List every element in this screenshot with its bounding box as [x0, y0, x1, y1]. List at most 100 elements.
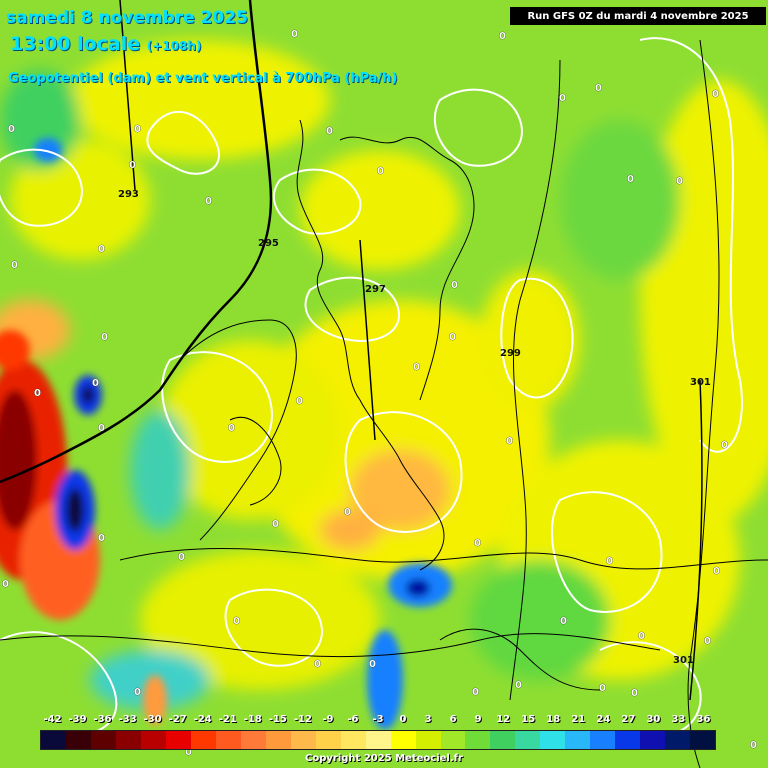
legend-value: 24	[596, 714, 611, 725]
velocity-label: 0	[606, 556, 613, 567]
forecast-lead: (+108h)	[146, 39, 202, 53]
legend-swatch	[690, 731, 716, 749]
velocity-label: 0	[2, 579, 9, 590]
legend-value: 18	[546, 714, 561, 725]
legend-value: -6	[347, 714, 359, 725]
legend-swatch	[115, 731, 141, 749]
legend-swatch	[565, 731, 591, 749]
velocity-label: 0	[704, 636, 711, 647]
legend-value: -36	[93, 714, 112, 725]
legend-swatch	[90, 731, 116, 749]
parameter-title: Geopotentiel (dam) et vent vertical à 70…	[8, 71, 398, 86]
velocity-label: 0	[515, 680, 522, 691]
velocity-label: 0	[98, 533, 105, 544]
legend-value: 21	[571, 714, 586, 725]
velocity-label: 0	[474, 538, 481, 549]
velocity-label: 0	[296, 396, 303, 407]
velocity-label: 0	[599, 683, 606, 694]
legend-swatch	[340, 731, 366, 749]
velocity-label: 0	[377, 166, 384, 177]
forecast-time: 13:00 locale (+108h)	[10, 33, 201, 55]
legend-swatch	[41, 731, 66, 749]
velocity-label: 0	[560, 616, 567, 627]
legend-swatch	[615, 731, 641, 749]
legend-value: 9	[474, 714, 482, 725]
run-info-text: Run GFS 0Z du mardi 4 novembre 2025	[527, 10, 749, 22]
legend-swatch	[290, 731, 316, 749]
legend-value: 36	[696, 714, 711, 725]
forecast-time-label: 13:00 locale	[10, 33, 141, 55]
velocity-label: 0	[8, 124, 15, 135]
velocity-label: 0	[344, 507, 351, 518]
velocity-label: 0	[369, 659, 376, 670]
copyright: Copyright 2025 Meteociel.fr	[305, 753, 463, 764]
velocity-label: 0	[291, 29, 298, 40]
velocity-label: 0	[499, 31, 506, 42]
velocity-label: 0	[750, 740, 757, 751]
velocity-label: 0	[134, 687, 141, 698]
legend-value: 3	[424, 714, 432, 725]
legend-swatch	[515, 731, 541, 749]
legend-value: -12	[293, 714, 312, 725]
velocity-label: 0	[314, 659, 321, 670]
velocity-label: 0	[451, 280, 458, 291]
velocity-label: 0	[98, 423, 105, 434]
legend-swatch	[315, 731, 341, 749]
legend-value: 12	[496, 714, 511, 725]
legend-value: -15	[268, 714, 287, 725]
legend-value: -9	[322, 714, 334, 725]
legend-swatch	[540, 731, 566, 749]
legend-swatch	[390, 731, 416, 749]
contour-label: 301	[673, 655, 694, 666]
color-scale-legend	[40, 730, 716, 750]
velocity-label: 0	[205, 196, 212, 207]
legend-value: 30	[646, 714, 661, 725]
velocity-label: 0	[228, 423, 235, 434]
velocity-label: 0	[631, 688, 638, 699]
velocity-label: 0	[134, 124, 141, 135]
velocity-label: 0	[11, 260, 18, 271]
run-info-box: Run GFS 0Z du mardi 4 novembre 2025	[510, 7, 766, 25]
legend-swatch	[215, 731, 241, 749]
legend-value: -39	[68, 714, 87, 725]
legend-swatch	[190, 731, 216, 749]
velocity-label: 0	[413, 362, 420, 373]
velocity-label: 0	[178, 552, 185, 563]
legend-swatch	[490, 731, 516, 749]
legend-swatch	[365, 731, 391, 749]
velocity-label: 0	[92, 378, 99, 389]
velocity-label: 0	[34, 388, 41, 399]
legend-value: 6	[449, 714, 457, 725]
velocity-label: 0	[506, 436, 513, 447]
velocity-label: 0	[129, 160, 136, 171]
velocity-label: 0	[326, 126, 333, 137]
legend-value: -42	[43, 714, 62, 725]
legend-value: 33	[671, 714, 686, 725]
velocity-label: 0	[676, 176, 683, 187]
velocity-label: 0	[185, 747, 192, 758]
velocity-label: 0	[712, 89, 719, 100]
legend-swatch	[590, 731, 616, 749]
legend-value: -33	[118, 714, 137, 725]
velocity-label: 0	[627, 174, 634, 185]
legend-swatch	[665, 731, 691, 749]
velocity-label: 0	[233, 616, 240, 627]
velocity-label: 0	[449, 332, 456, 343]
legend-swatch	[240, 731, 266, 749]
legend-value: 15	[521, 714, 536, 725]
legend-swatch	[265, 731, 291, 749]
contour-label: 299	[500, 348, 521, 359]
forecast-date: samedi 8 novembre 2025	[6, 8, 248, 28]
legend-swatch	[140, 731, 166, 749]
legend-swatch	[465, 731, 491, 749]
contour-label: 293	[118, 189, 139, 200]
velocity-label: 0	[559, 93, 566, 104]
legend-value: 27	[621, 714, 636, 725]
velocity-label: 0	[101, 332, 108, 343]
legend-value: -21	[218, 714, 237, 725]
legend-value: -24	[193, 714, 212, 725]
legend-value: -30	[143, 714, 162, 725]
velocity-label: 0	[595, 83, 602, 94]
legend-value: -27	[168, 714, 187, 725]
